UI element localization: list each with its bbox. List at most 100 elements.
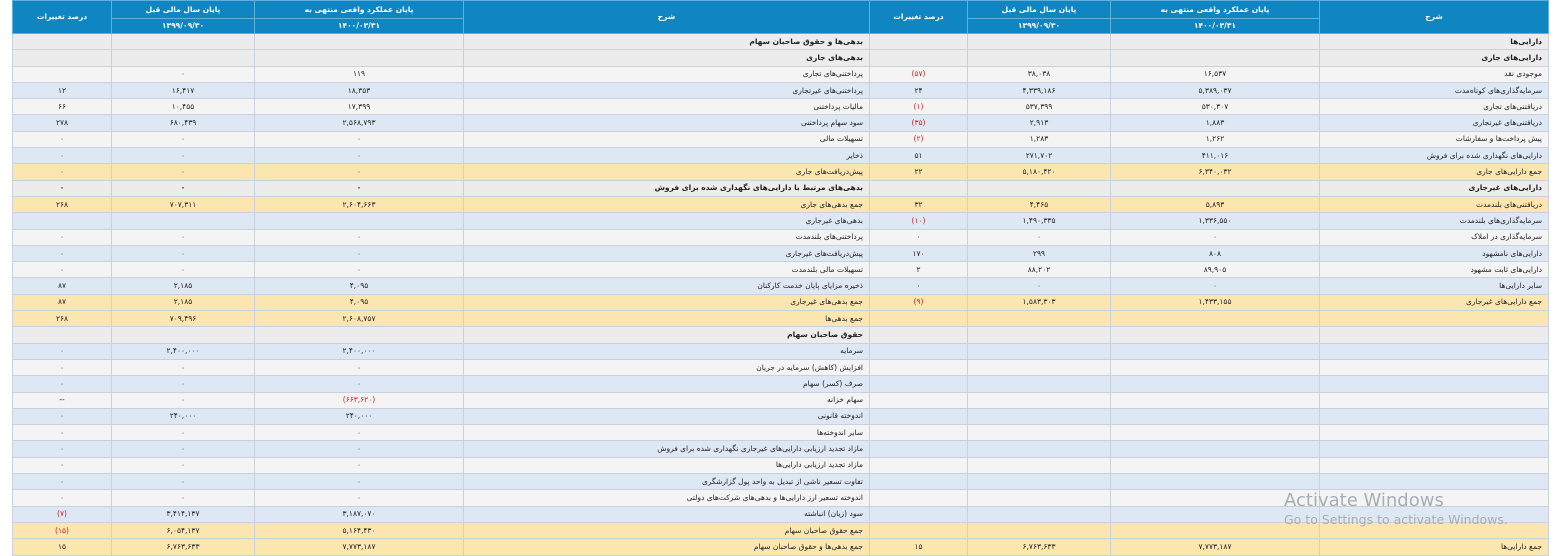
liability-change-percent: ۰: [12, 261, 112, 279]
liabilities-previous-date: ۱۳۹۹/۰۹/۳۰: [111, 18, 255, 34]
liability-previous-value: ۰: [111, 489, 255, 507]
asset-change-percent: [869, 375, 968, 393]
asset-description: دارایی‌های غیرجاری: [1319, 179, 1549, 197]
asset-current-value: ۶,۳۴۰,۰۳۲: [1110, 163, 1320, 181]
liability-change-percent: ۰: [12, 228, 112, 246]
asset-change-percent: ۰: [869, 228, 968, 246]
assets-previous-date: ۱۳۹۹/۰۹/۳۰: [967, 18, 1111, 34]
asset-previous-value: [967, 505, 1111, 523]
asset-description: [1319, 489, 1549, 507]
table-row: دارایی‌های جاری بدهی‌های جاری: [12, 49, 1549, 67]
liability-current-value: ۲,۶۰۴,۶۶۳: [254, 195, 464, 214]
asset-previous-value: [967, 473, 1111, 491]
asset-description: جمع دارایی‌ها: [1319, 538, 1549, 556]
liability-previous-value: ۶,۷۶۳,۶۳۳: [111, 538, 255, 556]
table-row: حقوق صاحبان سهام: [12, 326, 1549, 344]
asset-previous-value: [967, 32, 1111, 51]
table-body: دارایی‌ها بدهی‌ها و حقوق صاحبان سهام دارای…: [12, 32, 1549, 556]
asset-current-value: [1110, 326, 1320, 344]
asset-previous-value: ۲,۹۱۳: [967, 114, 1111, 132]
table-row: دارایی‌های ثابت مشهود ۸۹,۹۰۵ ۸۸,۲۰۲ ۲ تسهیلا…: [12, 261, 1549, 279]
liability-description: سرمایه: [463, 342, 870, 360]
table-row: دریافتنی‌های تجاری ۵۳۰,۳۰۷ ۵۳۷,۳۹۹ (۱) مالیا…: [12, 98, 1549, 116]
liability-current-value: ۰: [254, 358, 464, 377]
liability-current-value: ۲,۶۰۸,۷۵۷: [254, 310, 464, 328]
table-row: سایر دارایی‌ها ۰ ۰ ۰ ذخیره مزایای پایان خدمت…: [12, 277, 1549, 295]
table-row: دارایی‌های نگهداری شده برای فروش ۴۱۱,۰۱۶ ۲…: [12, 147, 1549, 165]
asset-previous-value: [967, 456, 1111, 475]
liability-description: جمع بدهی‌های غیرجاری: [463, 293, 870, 312]
asset-change-percent: [869, 342, 968, 360]
liability-previous-value: [111, 49, 255, 67]
liability-previous-value: ۲۴۰,۰۰۰: [111, 407, 255, 426]
watermark-title: Activate Windows: [1284, 490, 1444, 511]
table-row: سهام خزانه (۶۶۳,۶۲۰) ۰ --: [12, 391, 1549, 409]
liability-current-value: ۲,۵۶۸,۷۹۳: [254, 114, 464, 132]
asset-description: موجودی نقد: [1319, 65, 1549, 83]
liability-change-percent: (۱۵): [12, 521, 112, 540]
asset-previous-value: [967, 49, 1111, 67]
table-row: صرف (کسر) سهام ۰ ۰ ۰: [12, 375, 1549, 393]
asset-description: [1319, 391, 1549, 409]
liability-change-percent: ۶۶: [12, 98, 112, 116]
liability-previous-value: [111, 212, 255, 230]
liability-change-percent: ۰: [12, 473, 112, 491]
assets-previous-header: پایان سال مالی قبل: [967, 0, 1111, 19]
liability-change-percent: ۸۷: [12, 293, 112, 312]
liability-description: جمع بدهی‌ها و حقوق صاحبان سهام: [463, 538, 870, 556]
liability-current-value: (۶۶۳,۶۲۰): [254, 391, 464, 409]
asset-change-percent: ۰: [869, 277, 968, 295]
liability-previous-value: ۰: [111, 228, 255, 246]
asset-description: دارایی‌های جاری: [1319, 49, 1549, 67]
liability-change-percent: ۰: [12, 244, 112, 263]
liability-change-percent: ۰: [12, 342, 112, 360]
liability-change-percent: (۷): [12, 505, 112, 523]
liability-description: بدهی‌ها و حقوق صاحبان سهام: [463, 32, 870, 51]
asset-description: [1319, 358, 1549, 377]
liability-current-value: [254, 326, 464, 344]
liabilities-current-date: ۱۴۰۰/۰۳/۳۱: [254, 18, 464, 34]
asset-previous-value: ۶,۷۶۳,۶۳۳: [967, 538, 1111, 556]
liability-description: پرداختنی‌های تجاری: [463, 65, 870, 83]
asset-previous-value: ۲۷۱,۷۰۲: [967, 147, 1111, 165]
table-row: جمع حقوق صاحبان سهام ۵,۱۶۴,۴۳۰ ۶,۰۵۴,۱۳۷ (۱…: [12, 521, 1549, 540]
liability-description: مالیات پرداختنی: [463, 98, 870, 116]
asset-change-percent: [869, 326, 968, 344]
asset-description: دارایی‌های نگهداری شده برای فروش: [1319, 147, 1549, 165]
table-row: جمع دارایی‌ها ۷,۷۷۳,۱۸۷ ۶,۷۶۳,۶۳۳ ۱۵ جمع بده…: [12, 538, 1549, 556]
liability-change-percent: [12, 326, 112, 344]
table-row: اندوخته تسعیر ارز دارایی‌ها و بدهی‌های ش…: [12, 489, 1549, 507]
liability-previous-value: ۰: [111, 424, 255, 442]
liability-current-value: ۰: [254, 147, 464, 165]
liability-description: پرداختنی‌های بلندمدت: [463, 228, 870, 246]
balance-sheet: شرح پایان عملکرد واقعی منتهی به پایان سا…: [12, 0, 1549, 556]
asset-previous-value: ۰: [967, 277, 1111, 295]
liability-current-value: ۰: [254, 424, 464, 442]
liability-change-percent: ۰: [12, 440, 112, 458]
liability-description: سود (زیان) انباشته: [463, 505, 870, 523]
table-row: تفاوت تسعیر ناشی از تبدیل به واحد پول گز…: [12, 473, 1549, 491]
liability-previous-value: ۲,۴۰۰,۰۰۰: [111, 342, 255, 360]
asset-current-value: ۴۱۱,۰۱۶: [1110, 147, 1320, 165]
asset-description: سرمایه‌گذاری در املاک: [1319, 228, 1549, 246]
liability-description: تفاوت تسعیر ناشی از تبدیل به واحد پول گز…: [463, 473, 870, 491]
liability-description: سهام خزانه: [463, 391, 870, 409]
liability-description: ذخیره مزایای پایان خدمت کارکنان: [463, 277, 870, 295]
liability-previous-value: ۰: [111, 65, 255, 83]
liability-current-value: [254, 32, 464, 51]
assets-current-header: پایان عملکرد واقعی منتهی به: [1110, 0, 1320, 19]
asset-current-value: ۷,۷۷۳,۱۸۷: [1110, 538, 1320, 556]
asset-previous-value: ۱,۴۹۰,۳۳۵: [967, 212, 1111, 230]
asset-previous-value: ۰: [967, 228, 1111, 246]
asset-change-percent: (۲): [869, 130, 968, 149]
liability-description: حقوق صاحبان سهام: [463, 326, 870, 344]
asset-current-value: ۵,۳۸۹,۰۳۷: [1110, 81, 1320, 100]
asset-previous-value: ۱,۵۸۳,۳۰۳: [967, 293, 1111, 312]
liabilities-change-header: درصد تغییرات: [12, 0, 112, 34]
asset-previous-value: ۲۹۹: [967, 244, 1111, 263]
liability-current-value: ۱۸,۳۵۳: [254, 81, 464, 100]
table-row: سرمایه‌گذاری‌های کوتاه‌مدت ۵,۳۸۹,۰۳۷ ۴,۳۳۹…: [12, 81, 1549, 100]
asset-current-value: [1110, 358, 1320, 377]
table-header: شرح پایان عملکرد واقعی منتهی به پایان سا…: [12, 0, 1549, 34]
liability-previous-value: ۰: [111, 261, 255, 279]
